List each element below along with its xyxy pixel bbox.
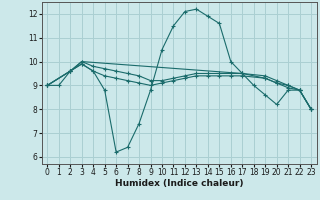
X-axis label: Humidex (Indice chaleur): Humidex (Indice chaleur) [115,179,244,188]
